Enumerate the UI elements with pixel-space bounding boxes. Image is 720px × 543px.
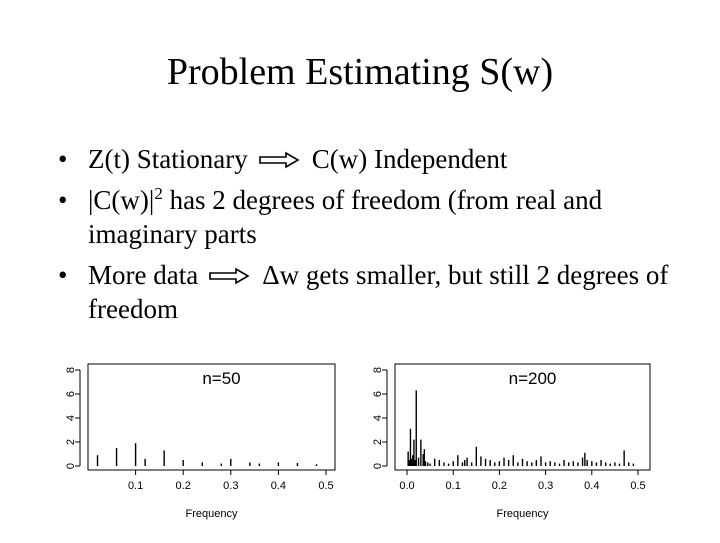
double-right-arrow-icon bbox=[258, 151, 300, 169]
bullet-dot: • bbox=[58, 185, 68, 215]
bullet-list: • Z(t) Stationary C(w) Independent • |C(w… bbox=[58, 142, 698, 333]
x-tick-label: 0.0 bbox=[399, 480, 414, 492]
bullet-1-conclusion: C(w) Independent bbox=[311, 144, 508, 174]
plot-title: n=200 bbox=[509, 369, 557, 388]
x-tick-label: 0.5 bbox=[318, 480, 333, 492]
x-tick-label: 0.2 bbox=[176, 480, 191, 492]
double-right-arrow-icon bbox=[209, 267, 250, 285]
y-tick-label: 2 bbox=[372, 439, 384, 445]
y-tick-label: 4 bbox=[372, 415, 384, 421]
bullet-1-premise: Z(t) Stationary bbox=[88, 144, 248, 174]
y-tick-label: 2 bbox=[65, 439, 77, 445]
periodogram-n50: n=50 0.1 0.2 0.3 0.4 0.5 Frequency 0 2 4 6 8 bbox=[50, 358, 345, 543]
x-tick-label: 0.4 bbox=[271, 480, 286, 492]
bullet-3-premise: More data bbox=[88, 260, 199, 290]
y-tick-label: 8 bbox=[372, 367, 384, 373]
x-tick-label: 0.4 bbox=[584, 480, 599, 492]
plot-title: n=50 bbox=[202, 369, 240, 388]
y-tick-label: 6 bbox=[65, 391, 77, 397]
x-tick-label: 0.3 bbox=[538, 480, 553, 492]
y-tick-label: 0 bbox=[65, 463, 77, 469]
periodogram-n200: n=200 0.0 0.1 0.2 0.3 0.4 0.5 Frequency 0 2 4 6 8 bbox=[360, 358, 660, 543]
bullet-2: • |C(w)|2 has 2 degrees of freedom (from… bbox=[58, 183, 698, 251]
y-tick-label: 4 bbox=[65, 415, 77, 421]
bullet-dot: • bbox=[58, 260, 68, 290]
bullet-dot: • bbox=[58, 144, 68, 174]
x-tick-label: 0.1 bbox=[128, 480, 143, 492]
bullet-3: • More data Δw gets smaller, but still 2 … bbox=[58, 258, 698, 326]
x-tick-label: 0.3 bbox=[223, 480, 238, 492]
y-tick-label: 0 bbox=[372, 463, 384, 469]
periodogram-n200-svg: n=200 0.0 0.1 0.2 0.3 0.4 0.5 Frequency 0 2 4 6 8 bbox=[372, 363, 651, 520]
slide-title: Problem Estimating S(w) bbox=[166, 51, 554, 93]
bullet-3-conclusion: Δw gets smaller, but still 2 degrees of … bbox=[88, 260, 669, 324]
bullet-2-exponent: 2 bbox=[154, 184, 163, 203]
bullet-1: • Z(t) Stationary C(w) Independent bbox=[58, 142, 698, 176]
y-tick-label: 8 bbox=[65, 367, 77, 373]
y-tick-label: 6 bbox=[372, 391, 384, 397]
x-tick-label: 0.2 bbox=[492, 480, 507, 492]
periodogram-n50-svg: n=50 0.1 0.2 0.3 0.4 0.5 Frequency 0 2 4 6 8 bbox=[65, 363, 336, 520]
bullet-2-text: has 2 degrees of freedom (from real and … bbox=[88, 185, 603, 249]
x-axis-label: Frequency bbox=[497, 508, 549, 520]
bullet-2-term: |C(w)| bbox=[88, 185, 155, 215]
x-tick-label: 0.5 bbox=[630, 480, 645, 492]
x-tick-label: 0.1 bbox=[446, 480, 461, 492]
x-axis-label: Frequency bbox=[186, 508, 238, 520]
